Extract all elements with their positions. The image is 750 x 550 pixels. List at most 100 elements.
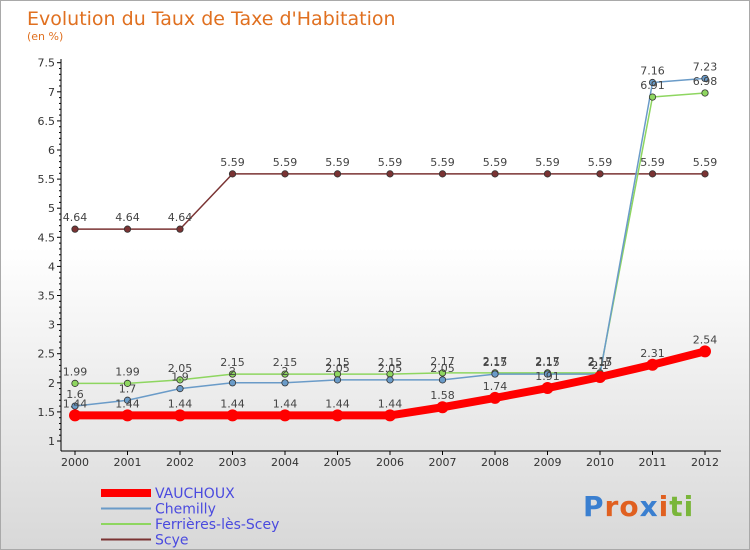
data-point bbox=[541, 382, 554, 395]
data-point bbox=[648, 93, 657, 101]
data-point bbox=[438, 170, 447, 178]
x-tick-label: 2012 bbox=[691, 456, 719, 469]
logo-letter: r bbox=[604, 490, 620, 523]
x-tick-label: 2004 bbox=[271, 456, 299, 469]
data-label: 2 bbox=[282, 365, 289, 378]
data-point bbox=[491, 370, 499, 378]
logo-letter: P bbox=[583, 490, 605, 523]
data-label: 2.1 bbox=[591, 359, 609, 372]
data-point bbox=[701, 170, 709, 178]
data-label: 7.16 bbox=[640, 64, 665, 77]
x-tick-label: 2003 bbox=[219, 456, 247, 469]
data-point bbox=[491, 170, 499, 178]
data-point bbox=[331, 409, 344, 422]
data-label: 1.44 bbox=[273, 397, 298, 410]
data-label: 2.17 bbox=[483, 355, 508, 368]
data-label: 2.15 bbox=[325, 356, 350, 369]
data-point bbox=[543, 170, 552, 178]
data-label: 7.23 bbox=[693, 60, 718, 73]
data-point bbox=[386, 376, 394, 384]
y-tick-label: 3.5 bbox=[38, 290, 56, 303]
chart-subtitle: (en %) bbox=[27, 30, 63, 43]
x-tick-label: 2006 bbox=[376, 456, 404, 469]
data-point bbox=[648, 78, 657, 87]
series-line-2 bbox=[75, 92, 706, 385]
data-labels: 4.64 4.64 4.64 5.59 5.59 5.59 5.59 5.59 5.59 5.59… bbox=[63, 60, 718, 410]
data-point bbox=[281, 170, 289, 178]
y-tick-label: 1.5 bbox=[38, 406, 56, 419]
y-tick-label: 3 bbox=[48, 319, 55, 332]
x-tick-label: 2007 bbox=[429, 456, 457, 469]
data-label: 1.44 bbox=[63, 397, 88, 410]
data-point bbox=[699, 345, 711, 358]
chart-title: Evolution du Taux de Taxe d'Habitation bbox=[27, 8, 396, 30]
series-points bbox=[69, 74, 711, 422]
data-label: 2.05 bbox=[378, 362, 403, 375]
legend-label: VAUCHOUX bbox=[155, 486, 235, 502]
proxiti-logo: Proxiti bbox=[583, 490, 694, 523]
data-point bbox=[543, 370, 552, 378]
data-label: 1.99 bbox=[115, 365, 140, 378]
data-label: 2.15 bbox=[378, 356, 403, 369]
data-point bbox=[281, 379, 289, 387]
data-point bbox=[596, 170, 604, 178]
data-point bbox=[71, 379, 79, 387]
data-label: 2 bbox=[229, 365, 236, 378]
data-label: 5.59 bbox=[325, 156, 350, 169]
y-tick-label: 2.5 bbox=[38, 348, 56, 361]
data-point bbox=[228, 370, 237, 378]
data-label: 5.59 bbox=[640, 156, 665, 169]
data-label: 2.31 bbox=[640, 347, 665, 360]
data-point bbox=[438, 369, 447, 377]
axes: 1 1.5 2 2.5 3 3.5 4 4.5 5 5.5 6 6.5 7 7.5 2000 2001 2002… bbox=[38, 57, 721, 469]
data-label: 6.98 bbox=[693, 75, 718, 88]
data-label: 1.44 bbox=[168, 397, 193, 410]
data-label: 5.59 bbox=[535, 156, 560, 169]
y-tick-label: 6 bbox=[48, 144, 55, 157]
legend-label: Ferrières-lès-Scey bbox=[155, 517, 279, 533]
data-label: 2.15 bbox=[273, 356, 298, 369]
data-label: 4.64 bbox=[168, 211, 193, 224]
data-label: 5.59 bbox=[693, 156, 718, 169]
y-tick-label: 1 bbox=[48, 435, 55, 448]
y-tick-label: 5.5 bbox=[38, 173, 56, 186]
data-label: 4.64 bbox=[63, 211, 88, 224]
data-label: 1.99 bbox=[63, 365, 88, 378]
x-tick-label: 2000 bbox=[61, 456, 89, 469]
data-point bbox=[174, 409, 186, 422]
x-tick-label: 2002 bbox=[166, 456, 194, 469]
data-label: 6.91 bbox=[640, 79, 665, 92]
data-point bbox=[176, 376, 184, 384]
x-tick-label: 2005 bbox=[324, 456, 352, 469]
data-label: 2.05 bbox=[168, 362, 193, 375]
data-point bbox=[384, 409, 396, 422]
data-point bbox=[228, 170, 237, 178]
data-label: 1.44 bbox=[220, 397, 245, 410]
y-tick-label: 7.5 bbox=[38, 57, 56, 70]
data-point bbox=[176, 385, 184, 393]
data-point bbox=[646, 358, 659, 371]
y-tick-label: 4 bbox=[48, 260, 55, 273]
data-point bbox=[489, 391, 501, 404]
logo-letter: o bbox=[619, 490, 640, 523]
data-point bbox=[228, 379, 237, 387]
data-label: 4.64 bbox=[115, 211, 140, 224]
x-tick-label: 2010 bbox=[586, 456, 614, 469]
data-label: 2.15 bbox=[588, 356, 613, 369]
y-tick-label: 7 bbox=[48, 86, 55, 99]
data-point bbox=[594, 370, 606, 383]
data-point bbox=[123, 225, 132, 233]
data-point bbox=[438, 376, 447, 384]
data-label: 2.17 bbox=[430, 355, 455, 368]
data-label: 1.58 bbox=[430, 389, 455, 402]
data-point bbox=[701, 89, 709, 97]
data-label: 1.44 bbox=[325, 397, 350, 410]
data-point bbox=[436, 401, 449, 414]
data-label: 1.9 bbox=[171, 371, 189, 384]
y-tick-label: 6.5 bbox=[38, 115, 56, 128]
x-tick-label: 2008 bbox=[481, 456, 509, 469]
data-label: 5.59 bbox=[430, 156, 455, 169]
data-label: 1.44 bbox=[378, 397, 403, 410]
